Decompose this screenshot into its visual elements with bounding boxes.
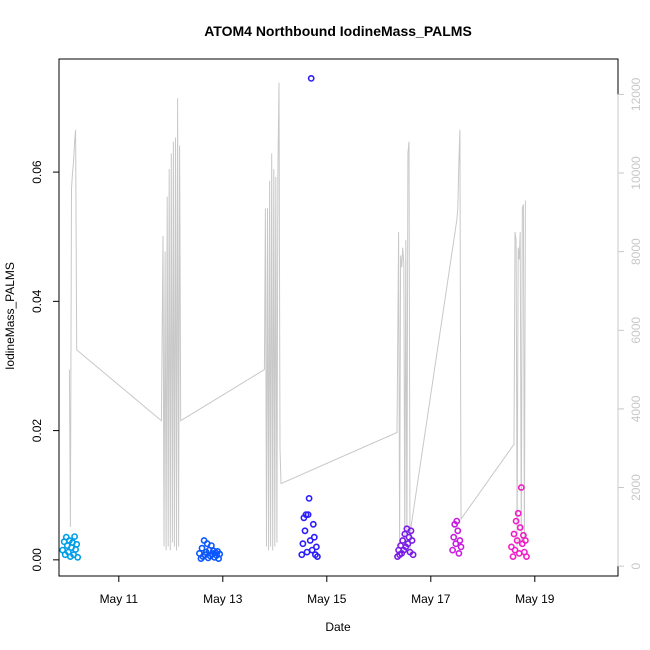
y-tick-label: 0.00 bbox=[30, 548, 44, 572]
data-point bbox=[71, 533, 78, 540]
chart-title: ATOM4 Northbound IodineMass_PALMS bbox=[204, 23, 472, 39]
data-point bbox=[74, 553, 82, 561]
data-point bbox=[301, 527, 309, 535]
x-tick-label: May 19 bbox=[515, 592, 555, 606]
y-tick-label: 0.04 bbox=[30, 289, 44, 313]
data-point bbox=[509, 553, 517, 560]
y-tick-label: 0.06 bbox=[30, 160, 44, 184]
data-point bbox=[457, 543, 465, 551]
data-point bbox=[306, 537, 314, 544]
data-point bbox=[522, 537, 529, 544]
series-4 bbox=[394, 525, 417, 560]
y2-tick-label: 2000 bbox=[629, 474, 643, 501]
data-point bbox=[408, 537, 416, 544]
data-point bbox=[449, 546, 456, 554]
data-point bbox=[455, 550, 463, 557]
series-6 bbox=[507, 484, 530, 560]
data-point bbox=[312, 543, 320, 551]
data-point bbox=[304, 511, 312, 518]
data-point bbox=[409, 551, 417, 559]
data-point bbox=[456, 537, 464, 544]
data-point bbox=[511, 546, 519, 554]
altitude-line-layer bbox=[68, 82, 526, 555]
data-point bbox=[514, 509, 522, 517]
series-3 bbox=[298, 75, 321, 560]
data-point bbox=[310, 533, 318, 541]
data-point bbox=[307, 75, 315, 82]
data-point bbox=[305, 494, 313, 502]
x-tick-label: May 13 bbox=[203, 592, 243, 606]
y2-tick-label: 6000 bbox=[629, 317, 643, 344]
x-tick-label: May 17 bbox=[411, 592, 451, 606]
axes-layer: May 11 May 13 May 15 May 17 May 19 0.00 0.02 0.… bbox=[30, 77, 643, 606]
series-2 bbox=[195, 537, 224, 562]
data-point bbox=[516, 524, 524, 531]
data-point bbox=[313, 553, 321, 560]
data-point bbox=[298, 551, 306, 559]
data-point bbox=[452, 540, 460, 548]
x-tick-label: May 15 bbox=[307, 592, 347, 606]
data-point bbox=[512, 517, 520, 525]
series-5 bbox=[449, 517, 465, 557]
data-point bbox=[513, 537, 521, 544]
data-point bbox=[309, 520, 317, 528]
data-point bbox=[198, 544, 206, 552]
y2-tick-label: 12000 bbox=[629, 77, 643, 111]
y2-tick-label: 0 bbox=[629, 563, 643, 570]
data-point bbox=[510, 530, 518, 538]
data-point bbox=[216, 550, 224, 558]
data-point bbox=[517, 484, 525, 491]
altitude-line bbox=[68, 82, 526, 555]
data-point bbox=[407, 527, 415, 535]
data-point bbox=[308, 546, 316, 554]
x-axis-title: Date bbox=[325, 620, 351, 634]
y2-tick-label: 10000 bbox=[629, 156, 643, 190]
data-points-layer bbox=[59, 75, 530, 562]
data-point bbox=[450, 533, 458, 541]
data-point bbox=[73, 540, 81, 548]
y-axis-title: IodineMass_PALMS bbox=[3, 262, 17, 370]
y-tick-label: 0.02 bbox=[30, 419, 44, 443]
data-point bbox=[299, 540, 307, 548]
data-point bbox=[404, 540, 412, 548]
data-point bbox=[523, 553, 530, 560]
x-tick-label: May 11 bbox=[100, 592, 139, 606]
series-1 bbox=[59, 533, 82, 561]
y2-tick-label: 8000 bbox=[629, 238, 643, 265]
data-point bbox=[399, 537, 407, 544]
data-point bbox=[453, 517, 461, 525]
data-point bbox=[454, 527, 462, 535]
y2-tick-label: 4000 bbox=[629, 395, 643, 422]
